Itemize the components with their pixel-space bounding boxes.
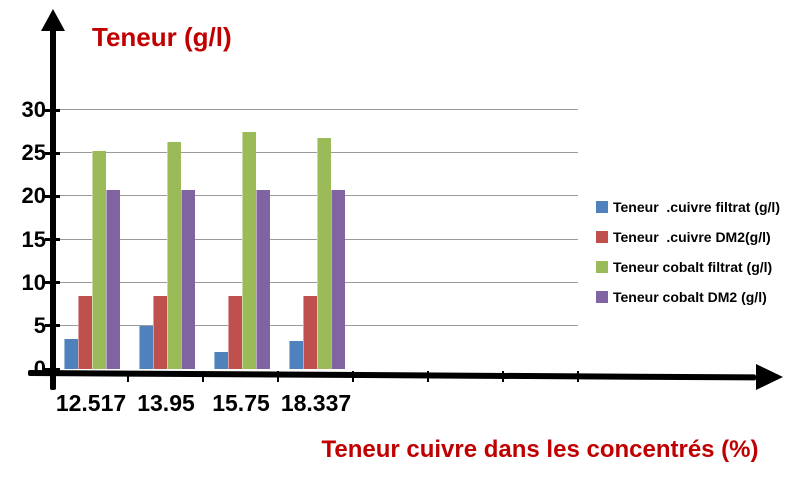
bar-4-cat-1 bbox=[106, 190, 120, 369]
bar-2-cat-2 bbox=[153, 295, 167, 369]
y-axis-line bbox=[50, 26, 56, 390]
x-axis-line bbox=[27, 370, 757, 380]
y-tick-label: 15 bbox=[21, 226, 46, 252]
legend-label: Teneur .cuivre filtrat (g/l) bbox=[613, 199, 780, 215]
bar-4-cat-3 bbox=[256, 190, 270, 369]
bar-2-cat-3 bbox=[228, 295, 242, 369]
bar-1-cat-3 bbox=[214, 351, 228, 369]
gridline bbox=[57, 152, 578, 154]
y-tick-label: 20 bbox=[21, 183, 46, 209]
legend-label: Teneur .cuivre DM2(g/l) bbox=[613, 229, 771, 245]
gridline bbox=[57, 324, 578, 326]
y-tick-label: 5 bbox=[33, 312, 46, 338]
y-tick-label: 10 bbox=[21, 269, 46, 295]
gridline bbox=[57, 281, 578, 283]
legend-label: Teneur cobalt DM2 (g/l) bbox=[613, 289, 767, 305]
bar-1-cat-2 bbox=[139, 325, 153, 369]
legend-item: Teneur cobalt DM2 (g/l) bbox=[596, 290, 767, 304]
x-category-label: 12.517 bbox=[55, 390, 127, 416]
y-axis-title: Teneur (g/l) bbox=[92, 22, 232, 52]
bar-2-cat-1 bbox=[78, 295, 92, 369]
legend-swatch-icon bbox=[596, 291, 608, 303]
bar-3-cat-4 bbox=[317, 138, 331, 369]
legend-item: Teneur cobalt filtrat (g/l) bbox=[596, 260, 772, 274]
bar-1-cat-4 bbox=[289, 340, 303, 369]
y-tick-label: 0 bbox=[33, 356, 46, 381]
bar-3-cat-1 bbox=[92, 151, 106, 369]
x-category-label: 15.75 bbox=[212, 390, 270, 416]
legend-item: Teneur .cuivre filtrat (g/l) bbox=[596, 200, 780, 214]
legend-swatch-icon bbox=[596, 261, 608, 273]
bar-2-cat-4 bbox=[303, 295, 317, 369]
x-axis-arrowhead-icon bbox=[756, 364, 783, 390]
bar-1-cat-1 bbox=[64, 338, 78, 369]
bar-3-cat-3 bbox=[242, 132, 256, 369]
x-category-label: 13.95 bbox=[137, 390, 195, 416]
y-tick-label: 25 bbox=[21, 140, 46, 166]
y-tick-label: 30 bbox=[21, 97, 46, 122]
bar-4-cat-2 bbox=[181, 190, 195, 369]
legend-label: Teneur cobalt filtrat (g/l) bbox=[613, 259, 773, 275]
x-category-label: 18.337 bbox=[280, 390, 352, 416]
gridline bbox=[57, 238, 578, 240]
bar-4-cat-4 bbox=[331, 190, 345, 369]
gridline bbox=[57, 195, 578, 197]
x-axis-title: Teneur cuivre dans les concentrés (%) bbox=[321, 436, 759, 463]
legend-swatch-icon bbox=[596, 231, 608, 243]
legend-swatch-icon bbox=[596, 201, 608, 213]
y-axis-arrowhead-icon bbox=[41, 9, 65, 31]
bar-3-cat-2 bbox=[167, 141, 181, 369]
legend-item: Teneur .cuivre DM2(g/l) bbox=[596, 230, 771, 244]
gridline bbox=[57, 109, 578, 110]
